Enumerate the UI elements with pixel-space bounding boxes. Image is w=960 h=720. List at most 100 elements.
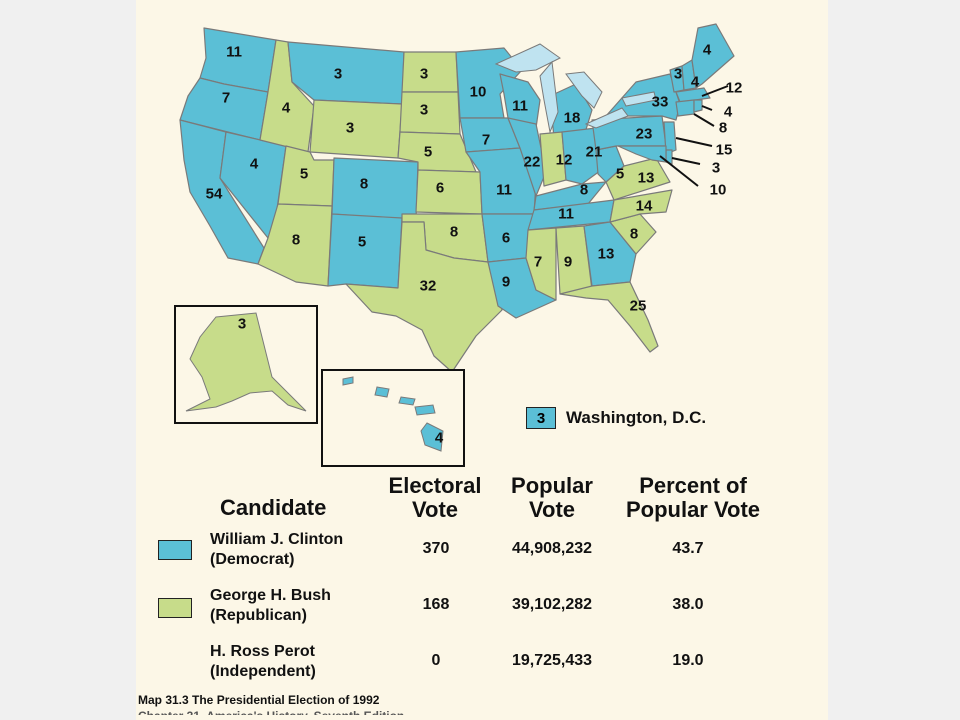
state-RI — [693, 99, 703, 113]
state-label-ca: 54 — [205, 185, 223, 203]
state-label-la: 9 — [501, 273, 511, 291]
state-label-pa: 23 — [635, 125, 653, 143]
popular-vote-cell: 19,725,433 — [511, 652, 593, 669]
state-IL — [507, 117, 547, 197]
state-MS — [525, 227, 557, 301]
dc-legend: 3 Washington, D.C. — [526, 407, 706, 429]
state-label-co: 8 — [359, 175, 369, 193]
state-label-ar: 6 — [501, 229, 511, 247]
candidate-name: William J. Clinton (Democrat) — [210, 531, 344, 568]
state-NC — [609, 189, 673, 223]
state-KS — [415, 169, 483, 215]
alaska-inset — [174, 305, 318, 424]
state-CO — [331, 157, 419, 221]
state-NM — [327, 213, 403, 289]
electoral-vote-cell: 168 — [422, 596, 450, 613]
results-table: Candidate Electoral Vote Popular Vote Perc… — [152, 470, 822, 690]
state-label-ks: 6 — [435, 179, 445, 197]
state-label-mt: 3 — [333, 65, 343, 83]
state-label-ms: 7 — [533, 253, 543, 271]
state-label-sc: 8 — [629, 225, 639, 243]
great-lakes — [494, 43, 657, 134]
state-label-ky: 8 — [579, 181, 589, 199]
state-label-ny: 33 — [651, 93, 669, 111]
state-label-nd: 3 — [419, 65, 429, 83]
state-label-mo: 11 — [496, 181, 512, 199]
state-ME — [691, 23, 735, 89]
state-label-nm: 5 — [357, 233, 367, 251]
state-label-id: 4 — [281, 99, 291, 117]
swatch-republican — [158, 598, 192, 618]
popular-vote-cell: 44,908,232 — [511, 540, 593, 557]
state-label-ok: 8 — [449, 223, 459, 241]
dc-label: Washington, D.C. — [566, 408, 707, 427]
percent-cell: 19.0 — [672, 652, 704, 669]
leader-lines — [659, 85, 729, 187]
state-MD — [617, 145, 667, 163]
state-FL — [559, 281, 659, 353]
state-label-ak: 3 — [237, 315, 247, 333]
header-electoral-vote: Electoral Vote — [388, 473, 482, 522]
state-label-ut: 5 — [299, 165, 309, 183]
popular-vote-cell: 39,102,282 — [511, 596, 593, 613]
state-AK — [185, 312, 307, 412]
state-label-ia: 7 — [481, 131, 491, 149]
state-SD — [399, 91, 461, 135]
state-label-ga: 13 — [597, 245, 615, 263]
map-caption: Map 31.3 The Presidential Election of 19… — [136, 693, 830, 720]
state-label-ne: 5 — [423, 143, 433, 161]
electoral-vote-cell: 370 — [422, 540, 450, 557]
state-label-nj: 15 — [715, 141, 733, 159]
swatch-democrat — [158, 540, 192, 560]
header-candidate: Candidate — [220, 495, 327, 520]
candidate-name: George H. Bush (Republican) — [210, 587, 331, 624]
state-label-tx: 32 — [419, 277, 437, 295]
state-label-sd: 3 — [419, 101, 429, 119]
state-label-az: 8 — [291, 231, 301, 249]
electoral-vote-cell: 0 — [431, 652, 441, 669]
state-label-al: 9 — [563, 253, 573, 271]
states-svg — [179, 23, 735, 373]
state-label-ma: 12 — [725, 79, 743, 97]
state-CT — [675, 99, 695, 117]
state-label-ri: 4 — [723, 103, 733, 121]
state-label-me: 4 — [702, 41, 712, 59]
state-label-wv: 5 — [615, 165, 625, 183]
map-panel: 11 7 54 4 4 3 3 5 8 8 5 3 3 5 6 8 32 10 7 11 6 9 11 22 18 12 21 8 11… — [136, 0, 828, 720]
percent-cell: 38.0 — [672, 596, 704, 613]
state-label-md: 10 — [709, 181, 727, 199]
state-ND — [401, 51, 459, 93]
state-label-wa: 11 — [226, 43, 242, 61]
state-label-or: 7 — [221, 89, 231, 107]
us-election-map: 11 7 54 4 4 3 3 5 8 8 5 3 3 5 6 8 32 10 7 11 6 9 11 22 18 12 21 8 11… — [136, 0, 828, 470]
candidate-name: H. Ross Perot (Independent) — [210, 643, 316, 680]
state-label-wy: 3 — [345, 119, 355, 137]
state-NJ — [663, 121, 677, 155]
state-label-wi: 11 — [512, 97, 528, 115]
dc-swatch: 3 — [526, 407, 556, 429]
state-label-hi: 4 — [434, 429, 444, 447]
state-MA — [675, 87, 711, 103]
state-label-ct: 8 — [718, 119, 728, 137]
header-popular-vote: Popular Vote — [511, 473, 593, 522]
state-WY — [309, 99, 403, 159]
state-label-il: 22 — [523, 153, 541, 171]
state-label-in: 12 — [555, 151, 573, 169]
state-label-fl: 25 — [629, 297, 647, 315]
state-label-vt: 3 — [673, 65, 683, 83]
state-label-tn: 11 — [558, 205, 574, 223]
state-label-mn: 10 — [469, 83, 487, 101]
state-label-nv: 4 — [249, 155, 259, 173]
state-label-de: 3 — [711, 159, 721, 177]
state-label-oh: 21 — [585, 143, 603, 161]
state-MT — [287, 41, 405, 105]
percent-cell: 43.7 — [672, 540, 704, 557]
hawaii-inset — [321, 369, 465, 467]
state-label-nh: 4 — [690, 73, 700, 91]
state-label-mi: 18 — [563, 109, 581, 127]
caption-title: Map 31.3 The Presidential Election of 19… — [138, 693, 380, 707]
state-OH — [561, 127, 605, 185]
header-percent-popular: Percent of Popular Vote — [625, 473, 761, 522]
state-label-nc: 14 — [635, 197, 653, 215]
caption-subtitle: Chapter 31, America's History, Seventh E… — [138, 709, 830, 715]
